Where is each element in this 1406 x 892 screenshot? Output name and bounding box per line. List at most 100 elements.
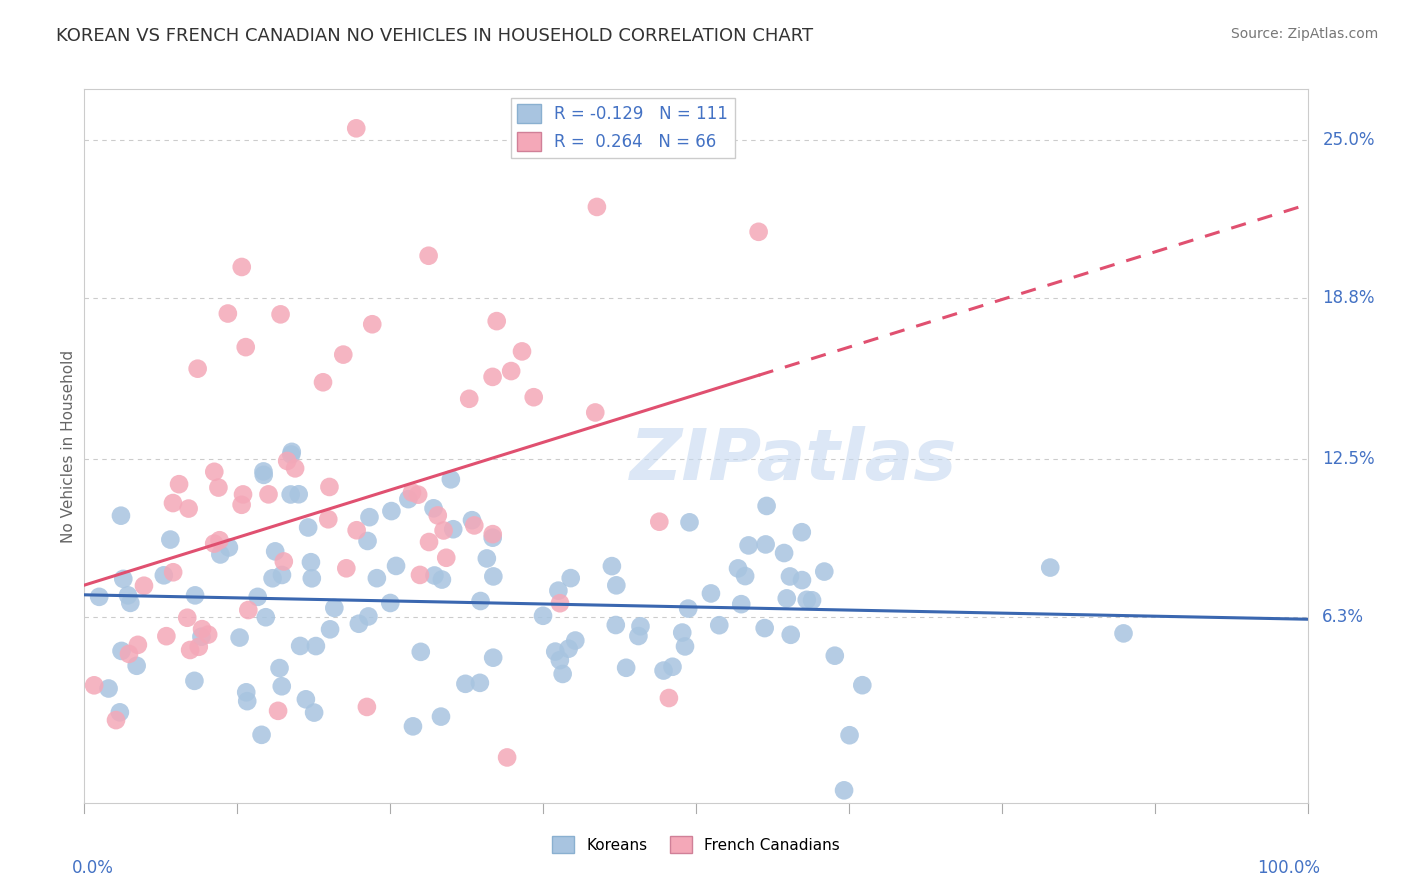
Point	[481, 527, 503, 541]
Point	[312, 376, 335, 390]
Point	[676, 601, 699, 615]
Point	[614, 661, 637, 675]
Point	[461, 513, 484, 527]
Point	[319, 623, 342, 637]
Point	[583, 405, 606, 419]
Point	[125, 658, 148, 673]
Point	[236, 694, 259, 708]
Point	[418, 249, 440, 263]
Point	[269, 661, 291, 675]
Point	[231, 498, 253, 512]
Text: KOREAN VS FRENCH CANADIAN NO VEHICLES IN HOUSEHOLD CORRELATION CHART: KOREAN VS FRENCH CANADIAN NO VEHICLES IN…	[56, 27, 813, 45]
Point	[238, 603, 260, 617]
Point	[284, 461, 307, 475]
Point	[523, 390, 546, 404]
Point	[344, 121, 367, 136]
Point	[557, 641, 579, 656]
Point	[176, 611, 198, 625]
Point	[118, 647, 141, 661]
Point	[658, 691, 681, 706]
Text: Source: ZipAtlas.com: Source: ZipAtlas.com	[1230, 27, 1378, 41]
Point	[335, 561, 357, 575]
Point	[184, 588, 207, 602]
Point	[773, 546, 796, 560]
Point	[496, 750, 519, 764]
Point	[423, 568, 446, 582]
Point	[207, 481, 229, 495]
Point	[356, 533, 378, 548]
Point	[422, 501, 444, 516]
Point	[851, 678, 873, 692]
Text: 18.8%: 18.8%	[1322, 289, 1375, 307]
Point	[801, 593, 824, 607]
Text: ZIPatlas: ZIPatlas	[630, 425, 957, 495]
Point	[737, 538, 759, 552]
Point	[357, 609, 380, 624]
Point	[323, 601, 346, 615]
Point	[755, 537, 778, 551]
Point	[468, 676, 491, 690]
Point	[217, 306, 239, 320]
Point	[709, 618, 731, 632]
Point	[97, 681, 120, 696]
Point	[652, 664, 675, 678]
Point	[117, 588, 139, 602]
Point	[235, 685, 257, 699]
Point	[430, 709, 453, 723]
Text: 25.0%: 25.0%	[1322, 131, 1375, 149]
Point	[209, 548, 232, 562]
Point	[748, 225, 770, 239]
Point	[481, 531, 503, 545]
Point	[458, 392, 481, 406]
Legend: Koreans, French Canadians: Koreans, French Canadians	[547, 830, 845, 859]
Point	[110, 644, 132, 658]
Point	[779, 569, 801, 583]
Point	[179, 643, 201, 657]
Point	[302, 706, 325, 720]
Point	[232, 487, 254, 501]
Point	[257, 487, 280, 501]
Point	[700, 586, 723, 600]
Point	[380, 504, 402, 518]
Point	[262, 571, 284, 585]
Point	[406, 488, 429, 502]
Point	[301, 571, 323, 585]
Point	[548, 596, 571, 610]
Point	[347, 616, 370, 631]
Point	[208, 533, 231, 548]
Point	[671, 625, 693, 640]
Point	[544, 644, 567, 658]
Point	[183, 673, 205, 688]
Point	[548, 653, 571, 667]
Point	[790, 525, 813, 540]
Point	[627, 629, 650, 643]
Point	[551, 667, 574, 681]
Point	[432, 524, 454, 538]
Point	[190, 630, 212, 644]
Point	[790, 573, 813, 587]
Point	[359, 510, 381, 524]
Point	[560, 571, 582, 585]
Point	[600, 559, 623, 574]
Point	[242, 808, 264, 822]
Point	[202, 465, 225, 479]
Text: 0.0%: 0.0%	[72, 859, 114, 877]
Point	[162, 566, 184, 580]
Point	[356, 700, 378, 714]
Point	[197, 627, 219, 641]
Y-axis label: No Vehicles in Household: No Vehicles in Household	[60, 350, 76, 542]
Point	[434, 550, 457, 565]
Point	[630, 619, 652, 633]
Point	[838, 728, 860, 742]
Point	[440, 472, 463, 486]
Point	[112, 572, 135, 586]
Point	[332, 348, 354, 362]
Point	[187, 640, 209, 654]
Point	[510, 344, 533, 359]
Point	[132, 579, 155, 593]
Point	[396, 492, 419, 507]
Point	[734, 569, 756, 583]
Point	[162, 496, 184, 510]
Point	[418, 535, 440, 549]
Point	[108, 706, 131, 720]
